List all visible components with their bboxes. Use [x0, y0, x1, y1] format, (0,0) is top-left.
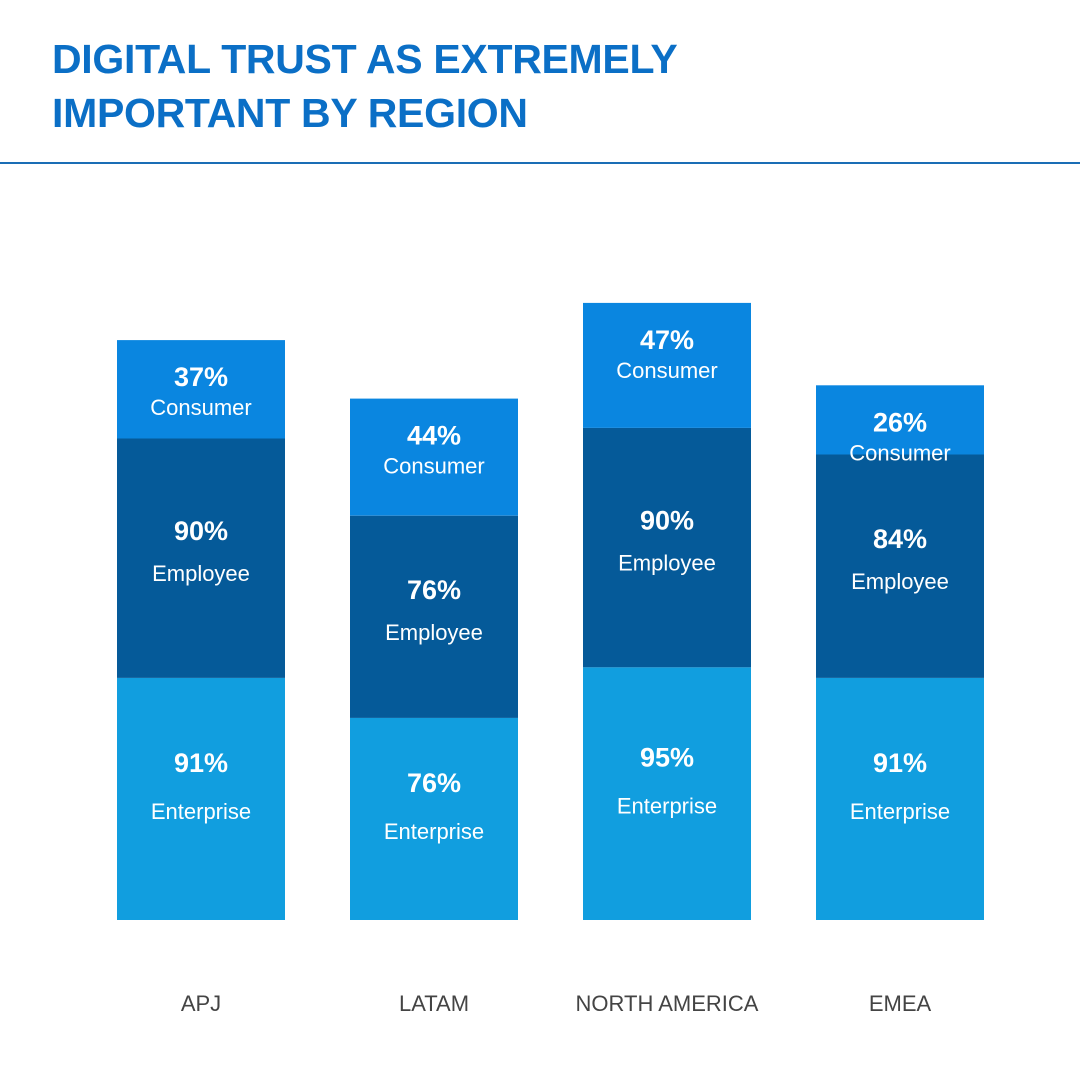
- series-label-enterprise-emea: Enterprise: [850, 799, 950, 824]
- chart-title: DIGITAL TRUST AS EXTREMELY IMPORTANT BY …: [52, 32, 1032, 140]
- bar-segment-consumer-apj: [117, 340, 285, 439]
- category-label-north-america: NORTH AMERICA: [576, 991, 759, 1016]
- series-label-consumer-north-america: Consumer: [616, 358, 717, 383]
- bar-segment-employee-latam: [350, 515, 518, 718]
- bar-emea: 91% Enterprise 84% Employee 26% Consumer: [816, 385, 984, 920]
- bar-segment-enterprise-north-america: [583, 667, 751, 920]
- series-label-employee-latam: Employee: [385, 620, 483, 645]
- data-label-employee-emea: 84%: [873, 524, 927, 554]
- series-label-consumer-latam: Consumer: [383, 454, 484, 479]
- data-label-consumer-apj: 37%: [174, 362, 228, 392]
- data-label-enterprise-latam: 76%: [407, 768, 461, 798]
- bar-apj: 91% Enterprise 90% Employee 37% Consumer: [117, 340, 285, 920]
- series-label-employee-apj: Employee: [152, 561, 250, 586]
- chart-title-line-2: IMPORTANT BY REGION: [52, 90, 528, 136]
- bar-segment-employee-apj: [117, 438, 285, 678]
- bar-segment-employee-north-america: [583, 427, 751, 668]
- bar-latam: 76% Enterprise 76% Employee 44% Consumer: [350, 398, 518, 920]
- data-label-consumer-emea: 26%: [873, 407, 927, 437]
- bar-segment-enterprise-apj: [117, 677, 285, 920]
- title-divider: [0, 162, 1080, 164]
- bar-segment-employee-emea: [816, 454, 984, 678]
- category-label-apj: APJ: [181, 991, 221, 1016]
- data-label-enterprise-emea: 91%: [873, 748, 927, 778]
- bar-segment-enterprise-emea: [816, 677, 984, 920]
- bar-segment-consumer-latam: [350, 398, 518, 516]
- series-label-employee-emea: Employee: [851, 569, 949, 594]
- chart-title-line-1: DIGITAL TRUST AS EXTREMELY: [52, 36, 678, 82]
- data-label-enterprise-north-america: 95%: [640, 743, 694, 773]
- data-label-employee-north-america: 90%: [640, 506, 694, 536]
- data-label-consumer-latam: 44%: [407, 421, 461, 451]
- bar-segment-consumer-north-america: [583, 302, 751, 428]
- bar-north-america: 95% Enterprise 90% Employee 47% Consumer: [583, 302, 751, 920]
- series-label-enterprise-latam: Enterprise: [384, 819, 484, 844]
- data-label-employee-latam: 76%: [407, 575, 461, 605]
- series-label-consumer-emea: Consumer: [849, 440, 950, 465]
- category-label-latam: LATAM: [399, 991, 469, 1016]
- series-label-enterprise-north-america: Enterprise: [617, 794, 717, 819]
- bar-segment-enterprise-latam: [350, 717, 518, 920]
- series-label-employee-north-america: Employee: [618, 551, 716, 576]
- bar-segment-consumer-emea: [816, 385, 984, 455]
- series-label-enterprise-apj: Enterprise: [151, 799, 251, 824]
- category-label-emea: EMEA: [869, 991, 932, 1016]
- data-label-enterprise-apj: 91%: [174, 748, 228, 778]
- data-label-employee-apj: 90%: [174, 516, 228, 546]
- data-label-consumer-north-america: 47%: [640, 325, 694, 355]
- series-label-consumer-apj: Consumer: [150, 395, 251, 420]
